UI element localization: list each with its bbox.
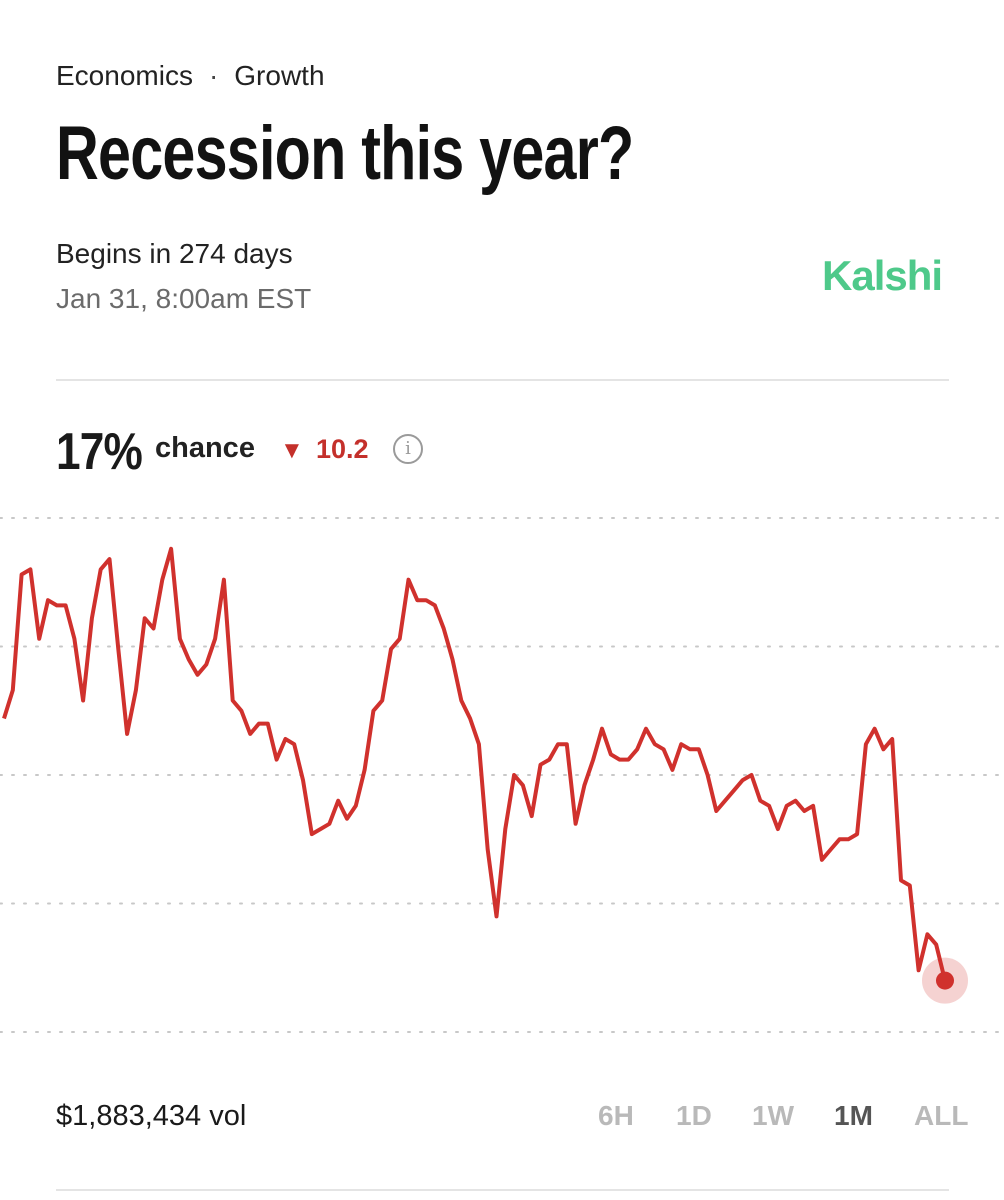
current-point bbox=[936, 971, 954, 990]
range-tab[interactable]: 1M bbox=[834, 1100, 873, 1131]
begins: Begins in 274 days bbox=[56, 238, 293, 269]
source-logo[interactable]: Kalshi bbox=[822, 252, 943, 299]
down-arrow: ▼ bbox=[280, 437, 304, 464]
price-line bbox=[2, 546, 947, 982]
title: Recession this year? bbox=[56, 111, 634, 196]
breadcrumb-item[interactable]: Growth bbox=[234, 60, 325, 91]
info-icon[interactable]: i bbox=[393, 434, 423, 464]
range-tab[interactable]: 6H bbox=[598, 1100, 634, 1131]
divider bbox=[56, 1189, 949, 1191]
separator: · bbox=[208, 60, 219, 91]
range-tab[interactable]: ALL bbox=[914, 1100, 969, 1131]
breadcrumb-item[interactable]: Economics bbox=[56, 60, 193, 91]
divider bbox=[56, 379, 949, 381]
date: Jan 31, 8:00am EST bbox=[56, 283, 312, 314]
breadcrumb: Economics · Growth bbox=[56, 60, 325, 92]
range-tab[interactable]: 1D bbox=[676, 1100, 712, 1131]
probability: 17% bbox=[56, 423, 143, 481]
range-tab[interactable]: 1W bbox=[752, 1100, 794, 1131]
chart bbox=[0, 517, 1004, 1033]
probability-label: chance bbox=[155, 432, 255, 464]
volume: $1,883,434 vol bbox=[56, 1100, 247, 1132]
change: 10.2 bbox=[316, 434, 369, 464]
